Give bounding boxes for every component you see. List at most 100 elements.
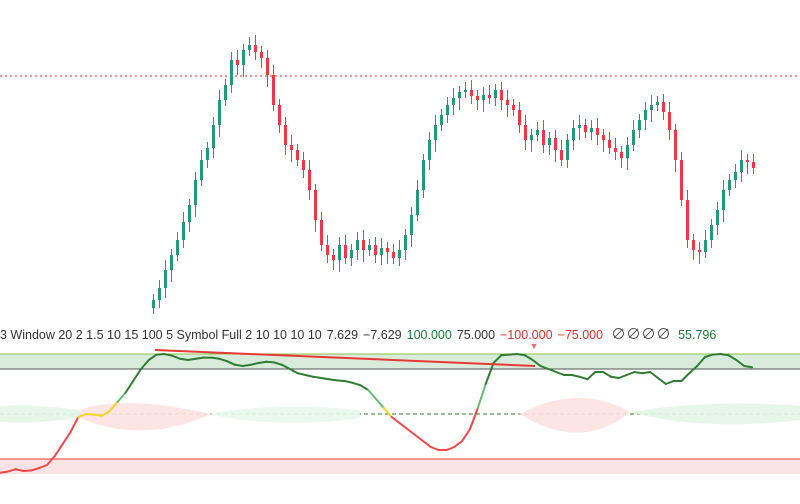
candle [740, 150, 743, 182]
oscillator-segment [586, 371, 597, 381]
oscillator-segment [46, 455, 56, 466]
candle [596, 118, 599, 145]
candle [446, 97, 449, 123]
candle [170, 249, 173, 282]
candle [674, 124, 677, 172]
oscillator-segment [508, 353, 518, 356]
candle [320, 212, 323, 251]
candle [710, 219, 713, 248]
candle [266, 50, 269, 87]
oscillator-segment [406, 428, 417, 436]
candle [368, 239, 371, 256]
candle [182, 212, 185, 248]
oscillator-segment [743, 365, 753, 369]
indicator-value-1: 7.629 [326, 328, 359, 342]
indicator-value-5: −100.000 [500, 328, 553, 342]
oscillator-segment [22, 469, 33, 472]
indicator-legend[interactable]: 3 Window 20 2 1.5 10 15 100 5 Symbol Ful… [0, 326, 800, 344]
oscillator-segment [719, 353, 730, 357]
candle [560, 140, 563, 166]
candle [338, 237, 341, 272]
oscillator-segment [453, 440, 464, 448]
candle [524, 115, 527, 150]
oscillator-segment [218, 357, 229, 363]
bearish-band [80, 403, 210, 431]
oscillator-segment [6, 468, 17, 473]
oscillator-segment [210, 356, 221, 360]
candle [398, 240, 401, 266]
oscillator-segment [610, 375, 620, 379]
candle [386, 242, 389, 264]
candle [578, 115, 581, 140]
candle [284, 117, 287, 155]
oscillator-segment [735, 359, 746, 367]
candle [242, 44, 245, 77]
candle [728, 174, 731, 196]
indicator-value-4: 75.000 [456, 328, 496, 342]
candle [566, 134, 569, 168]
oscillator-segment [492, 354, 503, 364]
oscillator-segment [108, 401, 119, 412]
candle [230, 52, 233, 93]
oscillator-segment [155, 353, 166, 356]
oscillator-segment [93, 413, 103, 417]
oscillator-segment [523, 354, 534, 361]
candle [188, 199, 191, 232]
oscillator-segment [688, 365, 699, 375]
oscillator-segment [469, 407, 479, 430]
candle [518, 102, 521, 133]
oscillator-segment [53, 443, 64, 457]
candle [620, 146, 623, 168]
candle [428, 132, 431, 170]
candle [668, 102, 671, 140]
oscillator-segment [77, 413, 88, 418]
oscillator-segment [633, 371, 644, 375]
candle [224, 79, 227, 106]
oscillator-segment [288, 368, 299, 375]
candle [392, 244, 395, 264]
candle [704, 230, 707, 258]
indicator-last-value: 55.796 [678, 328, 717, 342]
oscillator-segment [641, 371, 652, 375]
oscillator-segment [516, 353, 526, 357]
candle [236, 50, 239, 75]
oscillator-segment [132, 368, 142, 382]
sell-signal-arrow-icon [531, 344, 537, 349]
oscillator-segment [727, 354, 738, 361]
bearish-band [520, 398, 630, 433]
candle [416, 180, 419, 221]
candle [536, 122, 539, 141]
divergence-line [154, 349, 536, 367]
oscillator-segment [116, 392, 127, 403]
oscillator-segment [179, 357, 189, 361]
candle [722, 180, 725, 222]
price-chart[interactable] [0, 0, 800, 320]
oscillator-segment [234, 363, 244, 367]
oscillator-segment [547, 368, 558, 373]
candle [350, 244, 353, 266]
candle [548, 132, 551, 155]
bullish-band [210, 406, 360, 423]
candle [608, 132, 611, 154]
oscillator-segment [140, 359, 150, 370]
oscillator-segment [657, 377, 667, 385]
candle [752, 154, 755, 174]
oscillator-segment [445, 446, 456, 451]
oscillator-segment [296, 372, 307, 376]
candle [572, 120, 575, 150]
oscillator-segment [367, 389, 377, 400]
candle [734, 164, 737, 188]
oscillator-pane[interactable] [0, 344, 800, 504]
candle [680, 152, 683, 206]
candle [584, 119, 587, 138]
candle [662, 94, 665, 120]
oscillator-segment [484, 362, 495, 385]
candle [686, 190, 689, 248]
indicator-settings: 3 Window 20 2 1.5 10 15 100 5 Symbol Ful… [0, 328, 322, 342]
oscillator-segment [257, 360, 268, 364]
oscillator-segment [320, 377, 330, 381]
overbought-zone [0, 354, 800, 369]
oversold-zone [0, 459, 800, 474]
oscillator-segment [194, 356, 205, 360]
oscillator-segment [0, 470, 9, 474]
